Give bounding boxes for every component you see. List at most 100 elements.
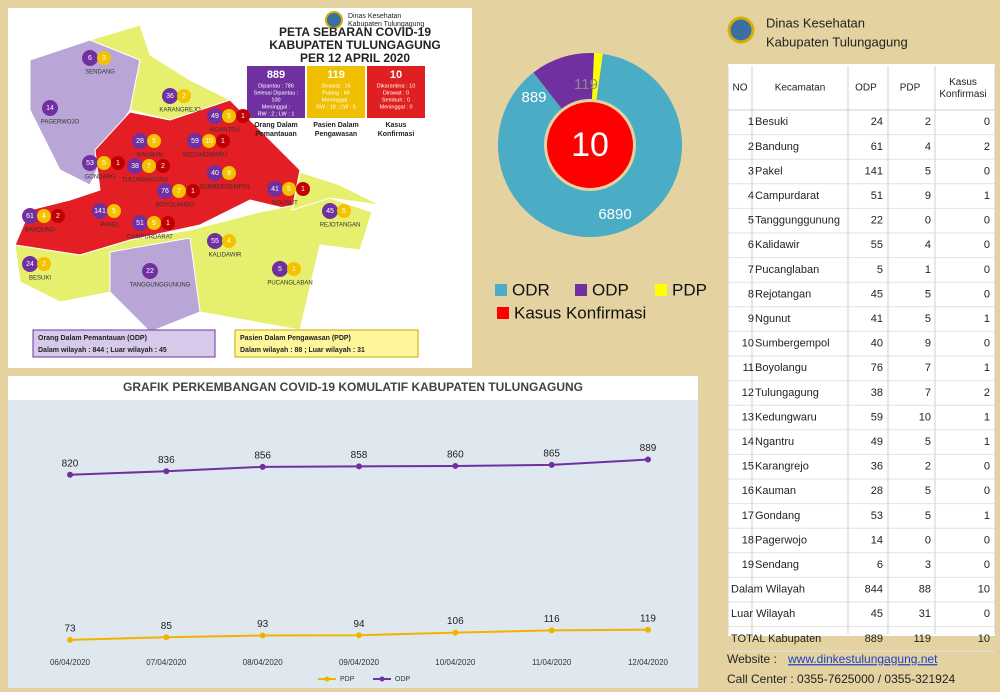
point-label: 860 xyxy=(447,450,464,461)
stat-box xyxy=(367,66,425,118)
table-cell: 2 xyxy=(984,141,990,153)
table-cell: 45 xyxy=(871,288,883,300)
map-legend-text: Dalam wilayah : 88 ; Luar wilayah : 31 xyxy=(240,347,365,354)
point-label: 73 xyxy=(64,624,76,635)
table-cell: 1 xyxy=(984,510,990,522)
x-tick-label: 11/04/2020 xyxy=(532,658,572,667)
table-cell: 14 xyxy=(742,436,754,448)
odp-bubble xyxy=(92,203,108,219)
website-link[interactable]: www.dinkestulungagung.net xyxy=(787,652,938,666)
table-cell: Ngunut xyxy=(755,313,790,325)
series-point xyxy=(67,471,73,478)
table-cell: 61 xyxy=(871,141,883,153)
konf-bubble xyxy=(236,109,250,123)
odp-count: 6 xyxy=(88,55,92,62)
series-point xyxy=(163,634,170,641)
odp-bubble xyxy=(82,50,98,66)
odp-count: 53 xyxy=(86,160,94,167)
odp-count: 41 xyxy=(271,186,279,193)
header-region: Kabupaten Tulungagung xyxy=(766,34,908,49)
odp-count: 61 xyxy=(26,213,34,220)
table-cell: 10 xyxy=(978,584,990,596)
table-cell: 22 xyxy=(871,215,883,227)
pdp-bubble xyxy=(97,51,111,65)
table-cell: Rejotangan xyxy=(755,288,811,300)
stat-box xyxy=(247,66,305,118)
map-legend-box xyxy=(32,329,216,358)
odp-count: 22 xyxy=(146,268,154,275)
pdp-bubble xyxy=(337,204,351,218)
odp-bubble xyxy=(82,155,98,171)
odp-count: 40 xyxy=(211,170,219,177)
legend-marker xyxy=(324,676,330,682)
stat-detail: RW : 2 ; LW : 1 xyxy=(258,111,295,117)
table-cell: Kedungwaru xyxy=(755,411,817,423)
district-label: KEDUNGWARU xyxy=(183,153,227,159)
series-point xyxy=(356,632,362,639)
table-cell: 49 xyxy=(871,436,883,448)
odp-bubble xyxy=(267,181,283,197)
odp-bubble xyxy=(132,215,148,231)
table-cell: 2 xyxy=(925,116,931,128)
table-cell: 1 xyxy=(984,436,990,448)
table-cell: 40 xyxy=(871,338,883,350)
pdp-bubble xyxy=(37,257,51,271)
table-cell: 59 xyxy=(871,411,883,423)
table-cell: 16 xyxy=(742,485,754,497)
line-title-band xyxy=(8,376,698,400)
table-cell: 24 xyxy=(871,116,883,128)
stat-detail: Sembuh : 0 xyxy=(382,97,410,103)
point-label: 856 xyxy=(254,450,271,461)
district-label: CAMPURDARAT xyxy=(127,235,173,241)
table-cell: 889 xyxy=(865,633,883,645)
legend-label: ODP xyxy=(395,676,411,683)
table-header: NO xyxy=(733,83,748,94)
table-cell: 2 xyxy=(925,461,931,473)
table-summary-label: Luar Wilayah xyxy=(731,608,795,620)
district-label: BOYOLANGU xyxy=(156,203,194,209)
odp-count: 24 xyxy=(26,261,34,268)
district-label: PAKEL xyxy=(101,223,121,229)
map-title: PER 12 APRIL 2020 xyxy=(300,51,410,65)
konf-count: 2 xyxy=(161,163,165,170)
table-cell: 4 xyxy=(925,239,931,251)
table-cell: 141 xyxy=(865,165,883,177)
table-cell: 6 xyxy=(877,559,883,571)
pdp-count: 4 xyxy=(227,238,231,245)
odp-bubble xyxy=(132,133,148,149)
table-cell: 9 xyxy=(748,313,754,325)
table-cell: 4 xyxy=(748,190,754,202)
map-logo xyxy=(325,11,343,29)
pdp-count: 7 xyxy=(147,163,151,170)
stat-detail: Meninggal : 0 xyxy=(379,104,412,110)
district-label: KAUMAN xyxy=(137,153,163,159)
pdp-bubble xyxy=(142,159,156,173)
odp-count: 38 xyxy=(131,163,139,170)
table-cell: 5 xyxy=(748,215,754,227)
stat-detail: Pulang : 66 xyxy=(322,90,350,96)
table-cell: Bandung xyxy=(755,141,799,153)
table-cell: 19 xyxy=(742,559,754,571)
region xyxy=(291,171,381,211)
table-cell: 18 xyxy=(742,534,754,546)
konf-count: 1 xyxy=(301,186,305,193)
pdp-bubble xyxy=(282,182,296,196)
table-cell: 8 xyxy=(748,288,754,300)
table-summary-label: Dalam Wilayah xyxy=(731,584,805,596)
table-cell: 31 xyxy=(919,608,931,620)
table-cell: 1 xyxy=(984,411,990,423)
konf-bubble xyxy=(216,134,230,148)
konf-bubble xyxy=(161,216,175,230)
stat-detail: 100 xyxy=(271,97,280,103)
table-cell: 5 xyxy=(877,264,883,276)
district-label: NGANTRU xyxy=(210,128,240,134)
map-org: Dinas Kesehatan xyxy=(348,13,401,20)
table-cell: 17 xyxy=(742,510,754,522)
table-cell: 12 xyxy=(742,387,754,399)
odp-bubble xyxy=(157,183,173,199)
konf-count: 1 xyxy=(116,160,120,167)
stat-detail: Dikarantina : 10 xyxy=(377,83,416,89)
region xyxy=(109,237,201,333)
pdp-count: 5 xyxy=(152,138,156,145)
